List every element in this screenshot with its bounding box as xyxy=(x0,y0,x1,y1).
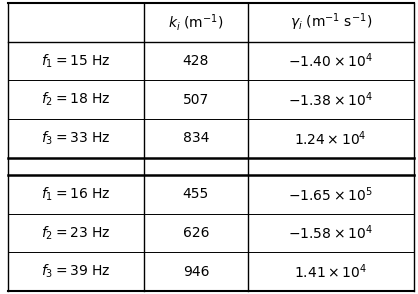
Text: $f_3 = 39$ Hz: $f_3 = 39$ Hz xyxy=(41,263,111,280)
Text: $-1.65\times10^{5}$: $-1.65\times10^{5}$ xyxy=(288,185,373,204)
Text: $f_1 = 16$ Hz: $f_1 = 16$ Hz xyxy=(41,186,111,203)
Text: 626: 626 xyxy=(183,226,209,240)
Text: $f_2 = 18$ Hz: $f_2 = 18$ Hz xyxy=(41,91,111,108)
Text: $-1.40\times10^{4}$: $-1.40\times10^{4}$ xyxy=(288,52,373,70)
Text: $\gamma_i$ (m$^{-1}$ s$^{-1}$): $\gamma_i$ (m$^{-1}$ s$^{-1}$) xyxy=(290,11,372,33)
Text: 507: 507 xyxy=(183,93,209,107)
Text: $1.24\times10^{4}$: $1.24\times10^{4}$ xyxy=(294,129,367,148)
Text: $1.41\times10^{4}$: $1.41\times10^{4}$ xyxy=(294,263,367,281)
Text: $f_1 = 15$ Hz: $f_1 = 15$ Hz xyxy=(41,52,111,70)
Text: $-1.38\times10^{4}$: $-1.38\times10^{4}$ xyxy=(288,90,373,109)
Text: 946: 946 xyxy=(183,265,209,279)
Text: 455: 455 xyxy=(183,187,209,201)
Text: 428: 428 xyxy=(183,54,209,68)
Text: $f_3 = 33$ Hz: $f_3 = 33$ Hz xyxy=(41,130,111,147)
Text: $k_i$ (m$^{-1}$): $k_i$ (m$^{-1}$) xyxy=(168,12,224,33)
Text: 834: 834 xyxy=(183,131,209,145)
Text: $f_2 = 23$ Hz: $f_2 = 23$ Hz xyxy=(41,224,111,242)
Text: $-1.58\times10^{4}$: $-1.58\times10^{4}$ xyxy=(288,224,373,242)
